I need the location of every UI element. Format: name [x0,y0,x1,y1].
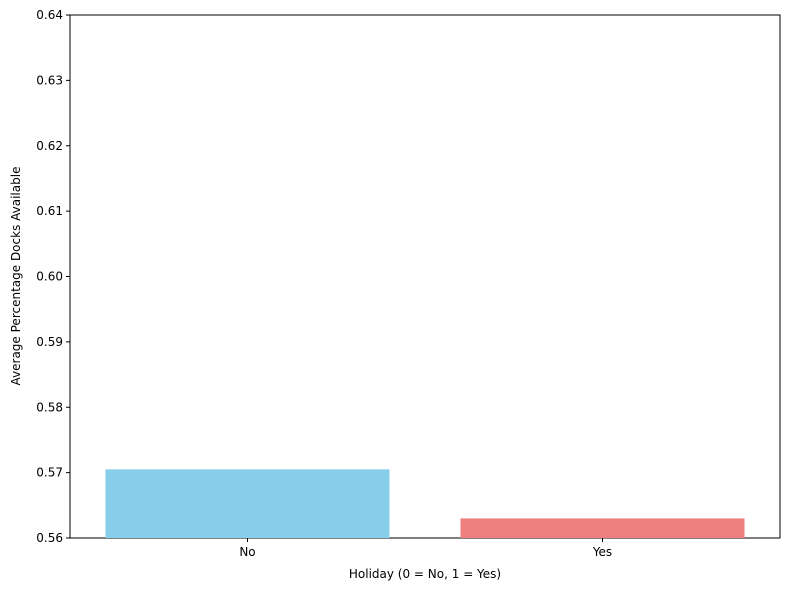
y-tick-label: 0.63 [36,73,63,87]
plot-frame [69,14,781,539]
y-axis-ticks: 0.56 0.57 0.58 0.59 0.60 0.61 0.62 0.63 0.64 [36,8,70,545]
y-tick-label: 0.57 [36,466,63,480]
y-tick-label: 0.59 [36,335,63,349]
y-tick-label: 0.61 [36,204,63,218]
x-axis-ticks: No Yes [239,538,612,559]
bars [105,469,745,538]
y-axis-label: Average Percentage Docks Available [9,167,23,386]
bar-no [105,469,390,538]
x-tick-label: Yes [592,545,612,559]
x-axis-label: Holiday (0 = No, 1 = Yes) [349,567,501,581]
y-tick-label: 0.60 [36,270,63,284]
x-tick-label: No [239,545,255,559]
plot-area [69,14,781,539]
y-tick-label: 0.62 [36,139,63,153]
y-tick-label: 0.58 [36,400,63,414]
bar-yes [460,518,745,538]
y-tick-label: 0.56 [36,531,63,545]
y-tick-label: 0.64 [36,8,63,22]
